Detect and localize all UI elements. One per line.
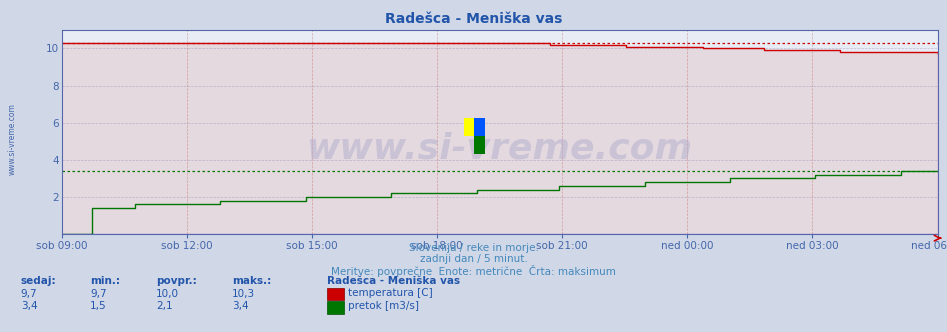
Bar — [474, 136, 485, 154]
Text: temperatura [C]: temperatura [C] — [348, 288, 433, 298]
Bar — [474, 118, 485, 136]
Text: 9,7: 9,7 — [21, 289, 38, 299]
Text: sedaj:: sedaj: — [21, 276, 57, 286]
Text: min.:: min.: — [90, 276, 120, 286]
Text: Radešca - Meniška vas: Radešca - Meniška vas — [327, 276, 460, 286]
Text: Radešca - Meniška vas: Radešca - Meniška vas — [384, 12, 563, 26]
Text: pretok [m3/s]: pretok [m3/s] — [348, 301, 420, 311]
Text: Slovenija / reke in morje.: Slovenija / reke in morje. — [408, 243, 539, 253]
Text: 3,4: 3,4 — [21, 301, 38, 311]
Text: zadnji dan / 5 minut.: zadnji dan / 5 minut. — [420, 254, 527, 264]
Text: 2,1: 2,1 — [156, 301, 173, 311]
Text: 10,3: 10,3 — [232, 289, 255, 299]
Text: 10,0: 10,0 — [156, 289, 179, 299]
Text: www.si-vreme.com: www.si-vreme.com — [307, 131, 692, 165]
Text: Meritve: povprečne  Enote: metrične  Črta: maksimum: Meritve: povprečne Enote: metrične Črta:… — [331, 265, 616, 277]
Text: www.si-vreme.com: www.si-vreme.com — [8, 104, 17, 175]
Bar — [464, 118, 474, 136]
Text: povpr.:: povpr.: — [156, 276, 197, 286]
Text: 9,7: 9,7 — [90, 289, 107, 299]
Text: maks.:: maks.: — [232, 276, 271, 286]
Text: 1,5: 1,5 — [90, 301, 107, 311]
Text: 3,4: 3,4 — [232, 301, 249, 311]
